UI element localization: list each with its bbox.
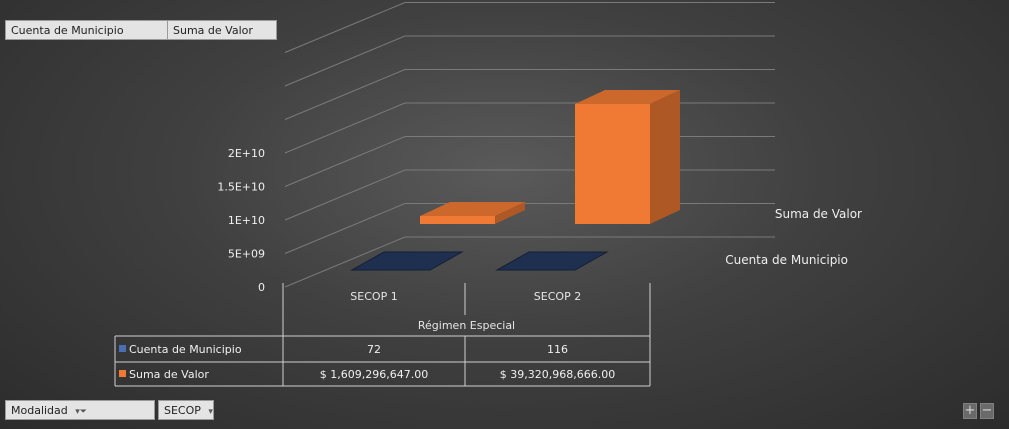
- table-row-header: Suma de Valor: [129, 368, 209, 381]
- bar-cuenta-de-municipio: [350, 251, 464, 271]
- filter-value-label: SECOP: [164, 404, 201, 417]
- y-tick-label: 2E+10: [228, 147, 265, 160]
- bar-suma-de-valor: [575, 104, 650, 224]
- gridline-side: [284, 136, 406, 187]
- y-tick-label: 1.5E+10: [217, 181, 265, 194]
- gridline-side: [284, 236, 406, 288]
- filter-icon: ▾⏷: [75, 407, 87, 417]
- bar-suma-de-valor-top: [575, 90, 680, 104]
- table-cell: 116: [547, 343, 568, 356]
- series-axis-label-suma: Suma de Valor: [775, 207, 862, 221]
- value-field-button-cuenta[interactable]: Cuenta de Municipio: [5, 20, 168, 40]
- gridline-side: [284, 203, 406, 254]
- bar-suma-de-valor: [420, 216, 495, 224]
- x-category-label: SECOP 1: [350, 290, 397, 303]
- series-axis-label-cuenta: Cuenta de Municipio: [725, 253, 848, 267]
- zoom-out-button[interactable]: −: [980, 403, 994, 419]
- x-group-label: Régimen Especial: [418, 319, 515, 332]
- chevron-down-icon: ▾: [208, 407, 213, 417]
- gridline-side: [284, 102, 406, 154]
- bar-suma-de-valor-top: [420, 202, 525, 216]
- zoom-in-button[interactable]: +: [963, 403, 977, 419]
- y-tick-label: 5E+09: [228, 248, 265, 261]
- bar-cuenta-de-municipio: [495, 251, 609, 271]
- x-category-label: SECOP 2: [534, 290, 581, 303]
- gridline-side: [284, 69, 406, 120]
- bar-suma-de-valor-side: [650, 90, 680, 224]
- value-field-button-suma[interactable]: Suma de Valor: [167, 20, 277, 40]
- gridline-side: [284, 169, 406, 221]
- table-cell: 72: [367, 343, 381, 356]
- table-row-header: Cuenta de Municipio: [129, 343, 242, 356]
- legend-key: [119, 370, 126, 377]
- table-cell: $ 39,320,968,666.00: [500, 368, 615, 381]
- table-cell: $ 1,609,296,647.00: [320, 368, 428, 381]
- gridline-side: [284, 2, 406, 53]
- y-tick-label: 1E+10: [228, 214, 265, 227]
- filter-value-dropdown[interactable]: SECOP ▾: [158, 400, 214, 420]
- legend-key: [119, 345, 126, 352]
- gridline-side: [284, 35, 406, 87]
- bar-suma-de-valor-side: [495, 202, 525, 224]
- filter-field-button[interactable]: Modalidad ▾⏷: [5, 400, 155, 420]
- filter-field-label: Modalidad: [11, 404, 68, 417]
- y-tick-label: 0: [258, 281, 265, 294]
